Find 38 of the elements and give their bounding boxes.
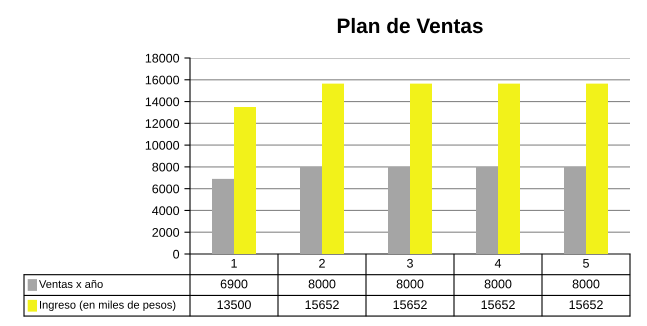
- y-tick-label: 6000: [152, 184, 180, 194]
- y-tick-label: 2000: [152, 228, 180, 237]
- bar: [498, 84, 520, 254]
- x-tick-label: 5: [583, 258, 589, 268]
- bar: [388, 166, 410, 254]
- bar: [476, 166, 498, 254]
- x-tick-label: 1: [231, 258, 237, 268]
- bar: [234, 107, 256, 254]
- data-label: 8000: [484, 280, 512, 288]
- chart-title: Plan de Ventas: [338, 18, 483, 34]
- legend-label: Ventas x año: [39, 280, 103, 288]
- y-tick-label: 16000: [146, 76, 180, 84]
- y-tick-label: 4000: [152, 206, 180, 216]
- bar: [586, 84, 608, 254]
- bar: [410, 84, 432, 254]
- y-tick-label: 14000: [146, 97, 180, 106]
- y-tick-label: 10000: [146, 140, 180, 150]
- y-tick-label: 0: [173, 250, 180, 259]
- y-tick-label: 12000: [146, 119, 180, 128]
- data-label: 6900: [220, 280, 248, 288]
- data-label: 13500: [218, 300, 251, 310]
- bar: [322, 84, 344, 254]
- x-tick-label: 3: [407, 258, 413, 268]
- data-label: 15652: [394, 300, 427, 310]
- data-label: 8000: [396, 280, 424, 288]
- data-label: 8000: [572, 280, 600, 288]
- y-tick-label: 18000: [146, 54, 180, 63]
- legend-label: Ingreso (en miles de pesos): [40, 300, 176, 311]
- bar: [564, 166, 586, 254]
- data-label: 15652: [306, 300, 339, 310]
- data-label: 8000: [308, 280, 336, 288]
- x-tick-label: 4: [494, 258, 502, 268]
- data-label: 15652: [570, 300, 603, 310]
- bar: [212, 178, 234, 254]
- y-tick-label: 8000: [152, 162, 180, 172]
- data-label: 15652: [482, 300, 515, 310]
- x-tick-label: 2: [319, 258, 325, 268]
- bar: [300, 166, 322, 254]
